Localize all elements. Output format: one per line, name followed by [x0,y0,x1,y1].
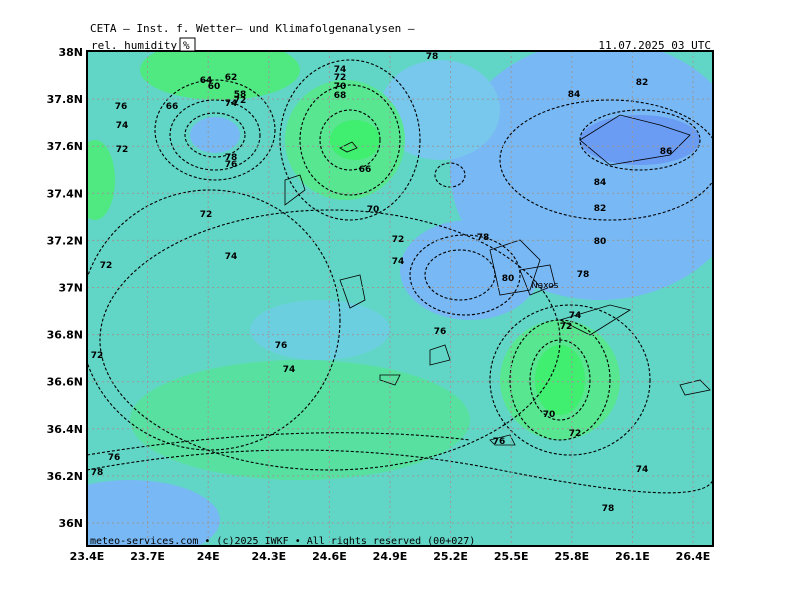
contour-label: 78 [577,270,590,280]
footer: meteo-services.com • (c)2025 IWKF • All … [90,536,475,547]
contour-label: 74 [225,99,238,109]
contour-label: 70 [543,410,556,420]
contour-label: 70 [367,205,380,215]
lon-label: 24.9E [373,550,408,563]
contour-label: 78 [477,233,490,243]
contour-label: 76 [115,102,128,112]
contour-label: 72 [200,210,213,220]
contour-label: 86 [660,147,673,157]
contour-label: 78 [602,504,615,514]
contour-label: 72 [569,429,582,439]
lon-label: 25.2E [433,550,468,563]
contour-label: 74 [636,465,649,475]
contour-label: 76 [275,341,288,351]
lat-label: 36.8N [47,329,83,342]
contour-label: 72 [91,351,104,361]
contour-label: 72 [334,73,347,83]
map-field [87,51,713,546]
contour-label: 74 [283,365,296,375]
contour-label: 78 [225,153,238,163]
lat-label: 36.2N [47,470,83,483]
lon-label: 25.5E [494,550,529,563]
contour-label: 72 [100,261,113,271]
contour-label: 64 [200,76,213,86]
coastlines [284,114,711,446]
parameter: rel. humidity [91,39,177,52]
contour-label: 76 [493,437,506,447]
unit-box [179,37,196,52]
map-frame [86,50,714,547]
header-title: CETA — Inst. f. Wetter— und Klimafolgena… [90,22,415,35]
contour-label: 72 [234,96,247,106]
lat-label: 37.4N [47,187,83,200]
valid-time: 11.07.2025 03 UTC [598,39,711,52]
contour-label: 74 [225,252,238,262]
lat-label: 38N [58,46,83,59]
contour-label: 76 [225,160,238,170]
lon-label: 26.4E [676,550,711,563]
lat-label: 36N [58,517,83,530]
lon-label: 25.8E [554,550,589,563]
lon-label: 23.7E [130,550,165,563]
contour-label: 60 [208,82,221,92]
contour-label: 84 [594,178,607,188]
contours [87,59,713,494]
lat-label: 37N [58,282,83,295]
contour-label: 74 [569,311,582,321]
lon-label: 24.6E [312,550,347,563]
contour-label: 82 [636,78,649,88]
lat-label: 37.8N [47,93,83,106]
contour-label: 78 [91,468,104,478]
contour-label: 76 [108,453,121,463]
lat-label: 37.6N [47,140,83,153]
lat-label: 36.4N [47,423,83,436]
place-name: Naxos [531,281,559,291]
unit: % [183,39,190,52]
contour-label: 66 [166,102,179,112]
contour-label: 72 [392,235,405,245]
contour-label: 72 [560,322,573,332]
contour-label: 80 [502,274,515,284]
contour-label: 78 [426,52,439,62]
contour-label: 80 [594,237,607,247]
contour-label: 70 [334,82,347,92]
grid [87,51,713,546]
contour-label: 58 [234,90,247,100]
lat-label: 37.2N [47,234,83,247]
lat-label: 36.6N [47,376,83,389]
lon-label: 23.4E [70,550,105,563]
contour-label: 76 [434,327,447,337]
contour-label: 66 [359,165,372,175]
contour-label: 82 [594,204,607,214]
contour-label: 68 [334,91,347,101]
lon-label: 24.3E [251,550,286,563]
lon-label: 24E [197,550,220,563]
contour-label: 84 [568,90,581,100]
contour-label: 62 [225,73,238,83]
contour-label: 74 [334,65,347,75]
lon-label: 26.1E [615,550,650,563]
contour-label: 72 [116,145,129,155]
contour-label: 74 [392,257,405,267]
contour-label: 74 [116,121,129,131]
